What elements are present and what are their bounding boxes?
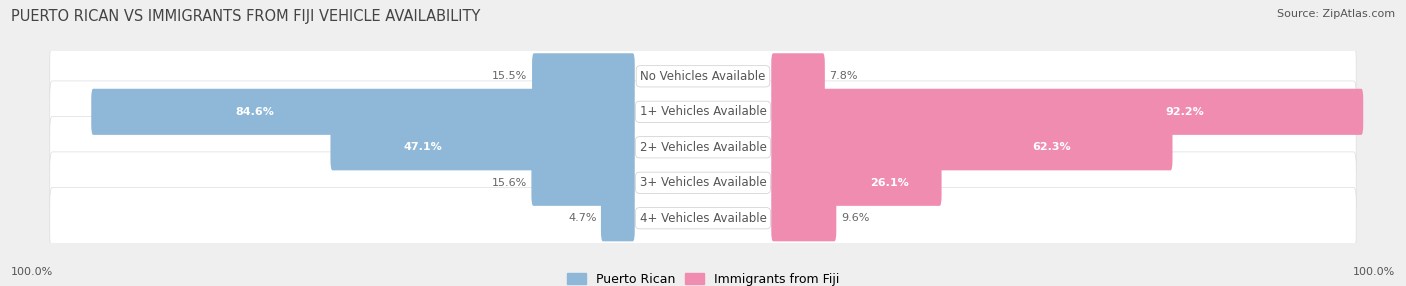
FancyBboxPatch shape (49, 187, 1357, 249)
Text: 15.6%: 15.6% (492, 178, 527, 188)
FancyBboxPatch shape (600, 195, 634, 241)
FancyBboxPatch shape (772, 124, 1173, 170)
Legend: Puerto Rican, Immigrants from Fiji: Puerto Rican, Immigrants from Fiji (562, 267, 844, 286)
Text: 92.2%: 92.2% (1166, 107, 1205, 117)
Text: 15.5%: 15.5% (492, 71, 527, 81)
FancyBboxPatch shape (772, 89, 1364, 135)
Text: 26.1%: 26.1% (870, 178, 910, 188)
Text: 100.0%: 100.0% (1353, 267, 1395, 277)
FancyBboxPatch shape (49, 116, 1357, 178)
Text: 9.6%: 9.6% (841, 213, 869, 223)
FancyBboxPatch shape (531, 160, 634, 206)
Text: 2+ Vehicles Available: 2+ Vehicles Available (640, 141, 766, 154)
Text: Source: ZipAtlas.com: Source: ZipAtlas.com (1277, 9, 1395, 19)
Text: 4.7%: 4.7% (568, 213, 596, 223)
FancyBboxPatch shape (49, 81, 1357, 143)
FancyBboxPatch shape (772, 53, 825, 99)
FancyBboxPatch shape (91, 89, 634, 135)
Text: 62.3%: 62.3% (1032, 142, 1071, 152)
Text: PUERTO RICAN VS IMMIGRANTS FROM FIJI VEHICLE AVAILABILITY: PUERTO RICAN VS IMMIGRANTS FROM FIJI VEH… (11, 9, 481, 23)
FancyBboxPatch shape (49, 45, 1357, 107)
FancyBboxPatch shape (531, 53, 634, 99)
Text: 3+ Vehicles Available: 3+ Vehicles Available (640, 176, 766, 189)
Text: No Vehicles Available: No Vehicles Available (640, 70, 766, 83)
FancyBboxPatch shape (772, 160, 942, 206)
FancyBboxPatch shape (330, 124, 634, 170)
Text: 1+ Vehicles Available: 1+ Vehicles Available (640, 105, 766, 118)
Text: 100.0%: 100.0% (11, 267, 53, 277)
Text: 7.8%: 7.8% (830, 71, 858, 81)
FancyBboxPatch shape (49, 152, 1357, 214)
Text: 47.1%: 47.1% (404, 142, 441, 152)
FancyBboxPatch shape (772, 195, 837, 241)
Text: 84.6%: 84.6% (236, 107, 274, 117)
Text: 4+ Vehicles Available: 4+ Vehicles Available (640, 212, 766, 225)
